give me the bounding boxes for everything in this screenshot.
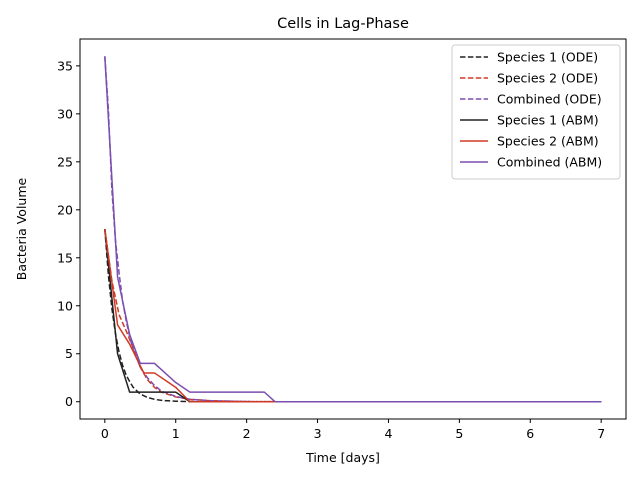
legend-label-4: Species 2 (ABM) (497, 134, 599, 149)
y-tick-label-7: 35 (57, 58, 73, 73)
y-tick-label-6: 30 (57, 106, 73, 121)
x-tick-label-5: 5 (455, 426, 463, 441)
legend-label-2: Combined (ODE) (497, 92, 602, 107)
plot-area (104, 56, 602, 403)
legend-label-1: Species 2 (ODE) (497, 71, 598, 86)
x-tick-label-7: 7 (597, 426, 605, 441)
axis-ticks: 0 1 2 3 4 5 6 7 0 5 10 15 20 25 30 35 (57, 58, 605, 441)
y-tick-label-3: 15 (57, 250, 73, 265)
chart-title: Cells in Lag-Phase (277, 16, 409, 32)
y-tick-label-5: 25 (57, 154, 73, 169)
y-axis-label: Bacteria Volume (14, 177, 29, 280)
series-line-4 (104, 228, 602, 403)
legend: Species 1 (ODE) Species 2 (ODE) Combined (… (451, 44, 621, 180)
legend-label-0: Species 1 (ODE) (497, 50, 598, 65)
legend-label-5: Combined (ABM) (497, 155, 602, 170)
series-line-2 (104, 56, 602, 403)
y-tick-label-1: 5 (65, 346, 73, 361)
x-axis-label: Time [days] (305, 450, 380, 465)
x-tick-label-0: 0 (101, 426, 109, 441)
series-line-5 (104, 56, 602, 403)
legend-box (451, 44, 621, 180)
x-tick-label-6: 6 (526, 426, 534, 441)
y-tick-label-2: 10 (57, 298, 73, 313)
axes-frame (79, 38, 627, 420)
legend-label-3: Species 1 (ABM) (497, 113, 599, 128)
x-tick-label-4: 4 (384, 426, 392, 441)
y-tick-label-0: 0 (65, 394, 73, 409)
y-tick-label-4: 20 (57, 202, 73, 217)
x-tick-label-1: 1 (172, 426, 180, 441)
series-line-0 (104, 228, 602, 403)
x-tick-label-2: 2 (243, 426, 251, 441)
x-tick-label-3: 3 (314, 426, 322, 441)
